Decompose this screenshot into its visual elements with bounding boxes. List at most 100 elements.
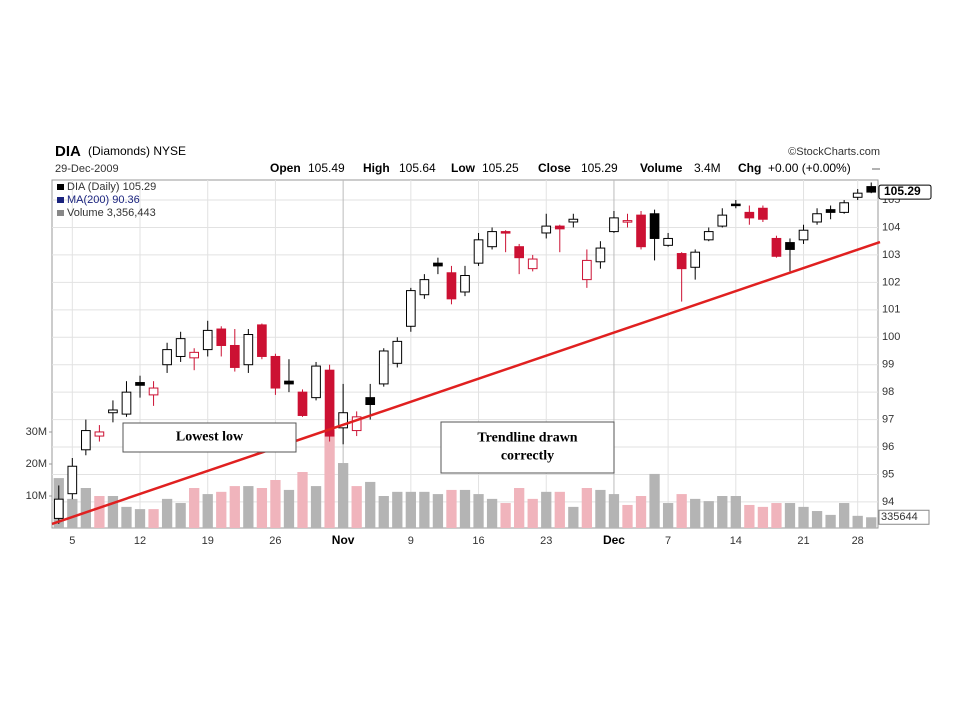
x-tick-label: 5 [69, 535, 75, 547]
candle-body [311, 365, 321, 399]
date: 29-Dec-2009 [55, 163, 119, 175]
candle-body [108, 409, 118, 414]
y-tick-label: 96 [882, 441, 894, 453]
quote-value: +0.00 (+0.00%) [768, 161, 851, 175]
y2-tick-label: 10M [26, 490, 47, 502]
volume-bar [744, 504, 755, 528]
candle-body [798, 229, 809, 241]
volume-bar [351, 486, 362, 528]
y-tick-label: 97 [882, 413, 894, 425]
candle-body [852, 192, 863, 198]
candle-body [744, 211, 755, 219]
x-tick-label: Dec [603, 533, 625, 547]
y-tick-label: 103 [882, 249, 900, 261]
candle-body [229, 344, 240, 368]
candle-body [94, 431, 105, 437]
volume-bar [94, 496, 105, 528]
x-tick-label: 16 [472, 535, 484, 547]
candle-body [81, 430, 91, 451]
last-price-box [878, 184, 932, 200]
volume-bar [717, 496, 728, 528]
volume-bar [337, 463, 349, 528]
candle-body [419, 279, 430, 296]
volume-bar [67, 498, 78, 528]
candle-body [649, 213, 660, 239]
quote-value: 105.64 [399, 161, 436, 175]
candle-body [202, 329, 213, 351]
volume-bar [432, 494, 444, 528]
candle-body [839, 202, 849, 213]
candle-body [582, 259, 592, 281]
chart-title: DIA [55, 143, 81, 160]
candle-body [243, 334, 254, 366]
volume-bar [270, 480, 281, 528]
candle-body [446, 272, 457, 300]
volume-bar [405, 491, 416, 528]
volume-bar [324, 430, 335, 528]
volume-bar [243, 486, 254, 528]
volume-bar [595, 489, 606, 528]
annotation-box [440, 421, 615, 474]
y-tick-label: 95 [882, 468, 894, 480]
volume-bar [216, 491, 227, 528]
volume-bar [446, 489, 457, 528]
quote-value: 105.25 [482, 161, 519, 175]
volume-bar [527, 498, 538, 528]
y-tick-label: 98 [882, 386, 894, 398]
candle-body [135, 382, 145, 386]
candle-body [406, 290, 416, 327]
candle-body [175, 338, 186, 357]
candle-body [257, 324, 267, 357]
volume-bar [161, 498, 173, 528]
candle-body [866, 186, 877, 193]
volume-bar [134, 509, 146, 528]
y-tick-label: 104 [882, 221, 900, 233]
y-tick-label: 99 [882, 359, 894, 371]
candle-body [365, 397, 376, 405]
candle-body [500, 231, 511, 234]
candle-body [758, 207, 768, 220]
volume-bar [486, 498, 498, 528]
annotation-text: correctly [501, 449, 554, 464]
volume-bar [811, 511, 823, 528]
candle-body [825, 209, 836, 213]
volume-bar [839, 503, 850, 528]
candle-body [284, 380, 294, 385]
volume-bar [121, 506, 132, 528]
x-tick-label: 21 [797, 535, 809, 547]
volume-bar [581, 488, 593, 528]
annotation-box [122, 422, 297, 453]
volume-bar [473, 494, 484, 528]
x-tick-label: 9 [408, 535, 414, 547]
volume-bar [80, 488, 91, 528]
volume-bar [514, 488, 525, 528]
y-tick-label: 94 [882, 496, 894, 508]
candle-body [568, 218, 579, 223]
quote-label: Low [451, 161, 476, 175]
x-tick-label: 7 [665, 535, 671, 547]
candle-body [297, 391, 308, 416]
source: ©StockCharts.com [788, 146, 880, 158]
candle-body [378, 350, 389, 385]
candle-body [351, 416, 362, 432]
volume-bar [771, 503, 782, 528]
y-tick-label: 101 [882, 304, 900, 316]
volume-bar [703, 501, 714, 528]
candle-body [460, 275, 470, 293]
volume-bar [757, 506, 769, 528]
candle-body [189, 351, 200, 359]
volume-bar [662, 503, 674, 528]
candle-body [663, 237, 673, 246]
candle-body [676, 253, 687, 270]
candle-body [392, 340, 403, 364]
candle-body [595, 247, 606, 263]
quote-value: 105.49 [308, 161, 345, 175]
volume-bar [568, 506, 579, 528]
volume-bar [649, 473, 660, 528]
legend-text: MA(200) 90.36 [67, 194, 140, 206]
x-tick-label: 23 [540, 535, 552, 547]
quote-value: 105.29 [581, 161, 618, 175]
chart-subtitle: (Diamonds) NYSE [88, 144, 186, 158]
volume-bar [419, 491, 430, 528]
candle-body [527, 258, 538, 270]
